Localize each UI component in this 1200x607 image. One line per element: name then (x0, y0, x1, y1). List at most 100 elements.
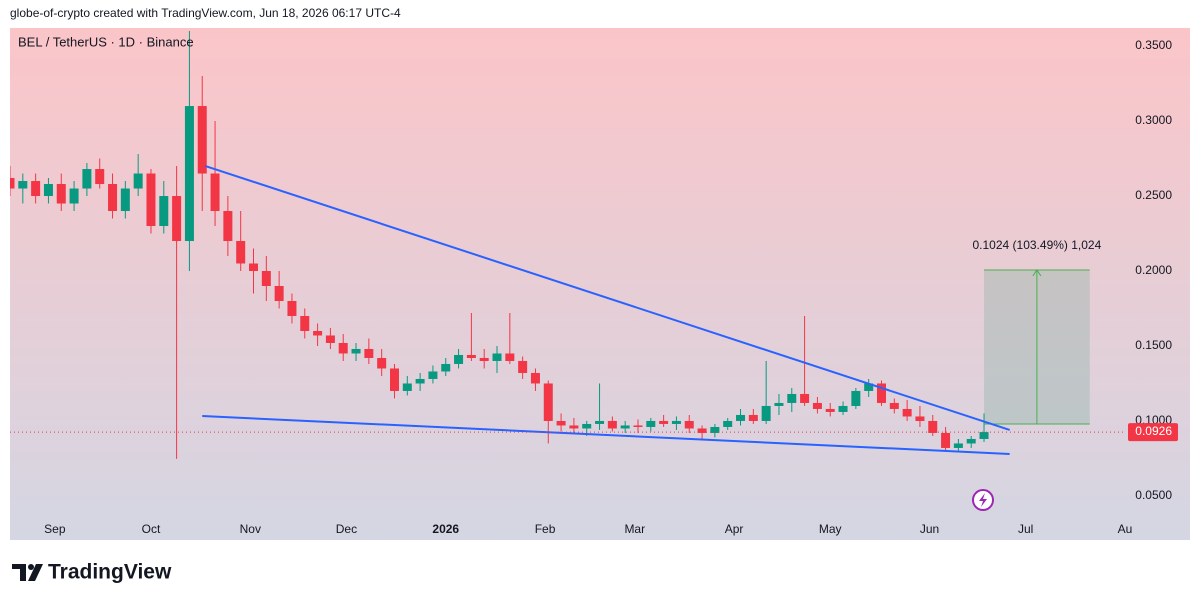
candle-body (18, 181, 28, 189)
x-tick-label: Sep (44, 522, 66, 536)
trend-line (202, 415, 1010, 455)
y-tick-label: 0.0500 (1135, 488, 1172, 502)
candle-body (108, 184, 118, 212)
candle-body (82, 169, 92, 189)
candle-body (274, 285, 284, 301)
tradingview-logo (12, 564, 43, 581)
y-tick-label: 0.3000 (1135, 113, 1172, 127)
header-text: globe-of-crypto created with TradingView… (10, 6, 401, 20)
candle-body (351, 348, 361, 354)
candle-body (69, 188, 79, 204)
y-tick-label: 0.2000 (1135, 263, 1172, 277)
measure-label: 0.1024 (103.49%) 1,024 (973, 238, 1102, 252)
candle-body (825, 408, 835, 412)
candle-body (876, 383, 886, 403)
candle-body (133, 173, 143, 189)
candle-body (966, 438, 976, 444)
y-tick-label: 0.3500 (1135, 38, 1172, 52)
x-tick-label: Jun (920, 522, 939, 536)
candle-body (889, 402, 899, 409)
candle-body (428, 371, 438, 379)
candle-body (595, 420, 605, 424)
candle-body (620, 425, 630, 429)
candle-body (684, 420, 694, 429)
candle-body (479, 357, 489, 361)
candle-body (338, 342, 348, 354)
candle-body (441, 363, 451, 372)
candle-body (697, 428, 707, 433)
brand-name: TradingView (48, 561, 172, 584)
candle-body (851, 390, 861, 406)
candle-body (146, 173, 156, 227)
candle-body (659, 420, 669, 424)
candle-body (454, 354, 464, 364)
candle-body (197, 106, 207, 174)
candle-body (736, 414, 746, 421)
candle-body (646, 420, 656, 427)
lightning-icon (972, 489, 994, 511)
x-tick-label: Apr (725, 522, 744, 536)
candle-body (953, 443, 963, 448)
candle-body (325, 335, 335, 343)
candle-body (389, 368, 399, 391)
x-tick-label: Jul (1018, 522, 1033, 536)
y-tick-label: 0.2500 (1135, 188, 1172, 202)
x-tick-label: May (819, 522, 842, 536)
candle-body (518, 360, 528, 373)
candle-body (505, 353, 515, 361)
candle-body (530, 372, 540, 384)
candle-body (300, 315, 310, 331)
candle-body (556, 420, 566, 426)
candle-body (812, 402, 822, 409)
candle-body (928, 420, 938, 433)
last-price-badge (1128, 423, 1178, 442)
candle-body (915, 416, 925, 421)
candle-body (236, 241, 246, 264)
x-tick-label: Mar (624, 522, 645, 536)
candle-body (364, 348, 374, 358)
axes: 0.05000.10000.15000.20000.25000.30000.35… (44, 38, 1178, 536)
candle-body (466, 354, 476, 358)
candle-body (287, 300, 297, 316)
candle-body (172, 196, 182, 242)
candle-body (671, 420, 681, 424)
y-tick-label: 0.1500 (1135, 338, 1172, 352)
candle-body (787, 393, 797, 403)
candle-body (941, 432, 951, 448)
candle-body (543, 383, 553, 421)
plot-area (10, 31, 1125, 459)
x-tick-label: Feb (535, 522, 556, 536)
symbol-title: BEL / TetherUS · 1D · Binance (18, 34, 194, 49)
candle-body (492, 353, 502, 361)
candle-body (43, 184, 53, 197)
candle-body (774, 402, 784, 406)
candle-body (979, 432, 989, 439)
candle-body (223, 211, 233, 242)
candle-body (607, 420, 617, 429)
candle-body (902, 408, 912, 417)
candle-body (569, 425, 579, 429)
candle-body (748, 414, 758, 421)
last-price-label: 0.0926 (1135, 424, 1172, 438)
x-tick-label: Nov (240, 522, 261, 536)
x-tick-label: Oct (142, 522, 161, 536)
measure-arrow (1032, 269, 1042, 424)
candle-body (633, 425, 643, 427)
candle-body (710, 426, 720, 433)
candle-body (184, 106, 194, 242)
candle-body (313, 330, 323, 336)
candle-body (377, 357, 387, 369)
candle-body (838, 405, 848, 412)
candle-body (261, 271, 271, 286)
candle-body (249, 263, 259, 272)
candle-body (761, 405, 771, 421)
candle-body (864, 383, 874, 391)
candle-body (95, 169, 105, 185)
x-tick-label: Au (1118, 522, 1133, 536)
candle-body (800, 393, 810, 403)
candle-body (415, 378, 425, 384)
x-tick-label: Dec (336, 522, 357, 536)
x-tick-label: 2026 (432, 522, 459, 536)
candle-body (723, 420, 733, 427)
